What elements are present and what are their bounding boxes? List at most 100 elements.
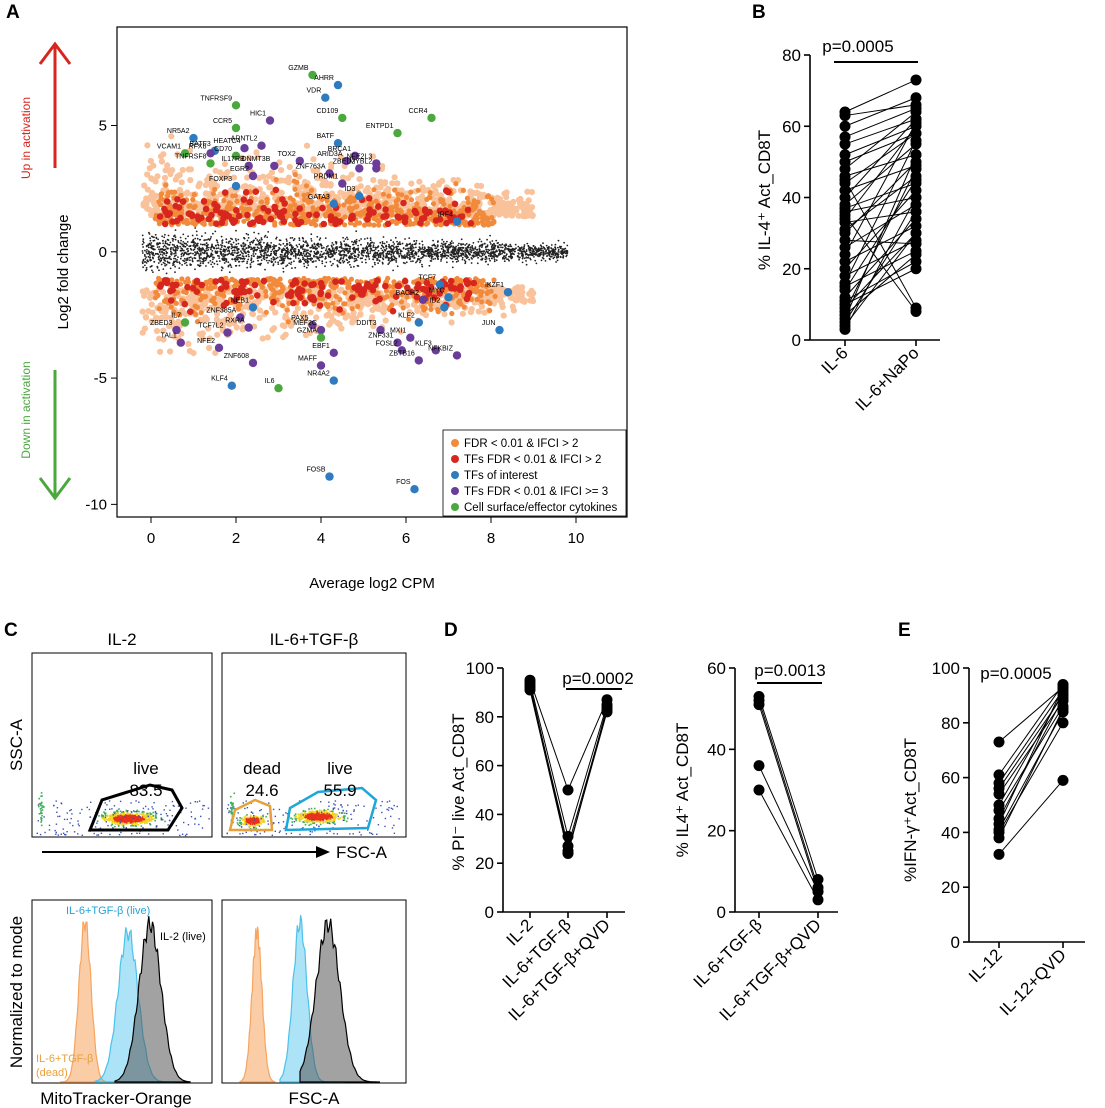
ma-point-de	[376, 222, 382, 228]
ma-point-de	[306, 199, 312, 205]
ma-point-nonde	[177, 247, 179, 250]
ma-point-nonde	[340, 250, 342, 253]
ma-point-nonde	[520, 246, 523, 249]
ma-point-de	[162, 298, 168, 304]
ma-point-de-light	[499, 207, 506, 214]
ma-point-de	[424, 196, 430, 202]
ma-point-nonde	[540, 259, 543, 262]
ma-point-nonde	[250, 240, 253, 243]
ma-point-nonde	[297, 257, 300, 260]
ma-point-nonde	[416, 258, 419, 261]
ma-point-nonde	[304, 260, 307, 263]
ma-point-nonde	[552, 257, 555, 260]
ma-point-de	[290, 197, 296, 203]
ma-point-nonde	[432, 258, 435, 260]
ma-point-de	[461, 304, 467, 310]
ma-point-nonde	[224, 253, 227, 256]
ma-point-nonde	[249, 243, 252, 246]
ma-point-nonde	[546, 255, 548, 257]
ma-point-nonde	[224, 249, 227, 252]
ma-point-nonde	[388, 250, 390, 253]
ma-point-nonde	[170, 253, 173, 256]
ma-point-de-light	[199, 335, 206, 342]
ma-point-nonde	[243, 237, 246, 240]
ma-point-nonde	[306, 245, 309, 248]
ma-point-nonde	[440, 247, 443, 250]
ma-point-de-light	[353, 185, 360, 192]
ma-point-nonde	[465, 243, 468, 245]
ma-point-nonde	[404, 248, 407, 251]
ma-point-nonde	[376, 253, 379, 256]
ma-point-de-light	[382, 317, 389, 324]
ma-point-nonde	[343, 260, 346, 263]
ma-point-nonde	[163, 236, 166, 239]
ma-point-nonde	[219, 248, 222, 251]
ma-point-nonde	[158, 248, 160, 251]
ma-point-nonde	[232, 241, 235, 244]
ma-point-de-light	[141, 182, 148, 189]
ma-point-nonde	[461, 252, 464, 255]
ma-point-nonde	[535, 262, 538, 265]
ma-point-nonde	[552, 248, 555, 251]
ma-point-nonde	[163, 248, 166, 251]
ma-point-nonde	[244, 248, 246, 251]
ma-point-nonde	[203, 239, 206, 242]
ma-point-de	[453, 293, 459, 299]
ma-point-nonde	[493, 257, 496, 259]
ma-point-nonde	[302, 237, 305, 240]
ma-point-nonde	[303, 262, 305, 265]
ma-point-nonde	[556, 253, 559, 255]
ma-point-nonde	[149, 239, 152, 242]
ma-point-nonde	[158, 269, 160, 272]
ma-point-nonde	[260, 250, 262, 253]
ma-point-nonde	[161, 254, 164, 256]
ma-point-nonde	[445, 251, 448, 254]
ma-point-de	[423, 221, 429, 227]
ma-point-nonde	[163, 262, 166, 265]
ma-point-nonde	[395, 250, 397, 253]
ma-point-nonde	[559, 255, 562, 258]
ma-point-nonde	[474, 247, 476, 250]
ma-point-de	[241, 218, 247, 224]
ma-point-nonde	[194, 246, 197, 249]
ma-point-nonde	[417, 250, 420, 253]
ma-point-de	[232, 193, 238, 199]
ma-point-nonde	[198, 254, 201, 257]
ma-point-nonde	[476, 248, 479, 251]
ma-point-nonde	[142, 266, 145, 269]
ma-point-nonde	[237, 242, 240, 245]
ma-point-nonde	[306, 262, 309, 264]
ma-point-nonde	[190, 263, 193, 266]
ma-point-nonde	[374, 246, 377, 249]
ma-point-nonde	[354, 249, 357, 252]
ma-point-de	[183, 289, 189, 296]
ma-point-nonde	[332, 262, 334, 265]
ma-point-nonde	[313, 255, 315, 257]
ma-point-nonde	[191, 260, 194, 263]
ma-point-de-light	[503, 194, 510, 201]
ma-point-nonde	[210, 255, 212, 258]
ma-point-nonde	[186, 264, 188, 267]
ma-point-de	[393, 220, 400, 226]
ma-point-nonde	[186, 241, 189, 243]
ma-point-nonde	[192, 245, 195, 247]
ma-point-de-light	[206, 190, 213, 197]
ma-point-nonde	[495, 250, 498, 253]
ma-point-de	[267, 277, 273, 283]
ma-point-nonde	[324, 237, 327, 240]
ma-point-nonde	[280, 259, 283, 262]
ma-point-nonde	[193, 243, 196, 246]
ma-point-nonde	[352, 248, 355, 251]
ma-point-nonde	[183, 253, 186, 256]
ma-point-nonde	[149, 254, 151, 256]
ma-point-nonde	[525, 256, 528, 259]
ma-point-nonde	[287, 257, 290, 260]
ma-point-nonde	[206, 255, 209, 258]
ma-point-de-light	[494, 194, 501, 201]
ma-point-nonde	[271, 248, 274, 251]
ma-point-nonde	[269, 253, 272, 256]
ma-point-de	[430, 201, 437, 207]
ma-point-de	[410, 221, 416, 227]
ma-point-de-light	[160, 289, 167, 296]
ma-point-de-light	[370, 322, 377, 330]
